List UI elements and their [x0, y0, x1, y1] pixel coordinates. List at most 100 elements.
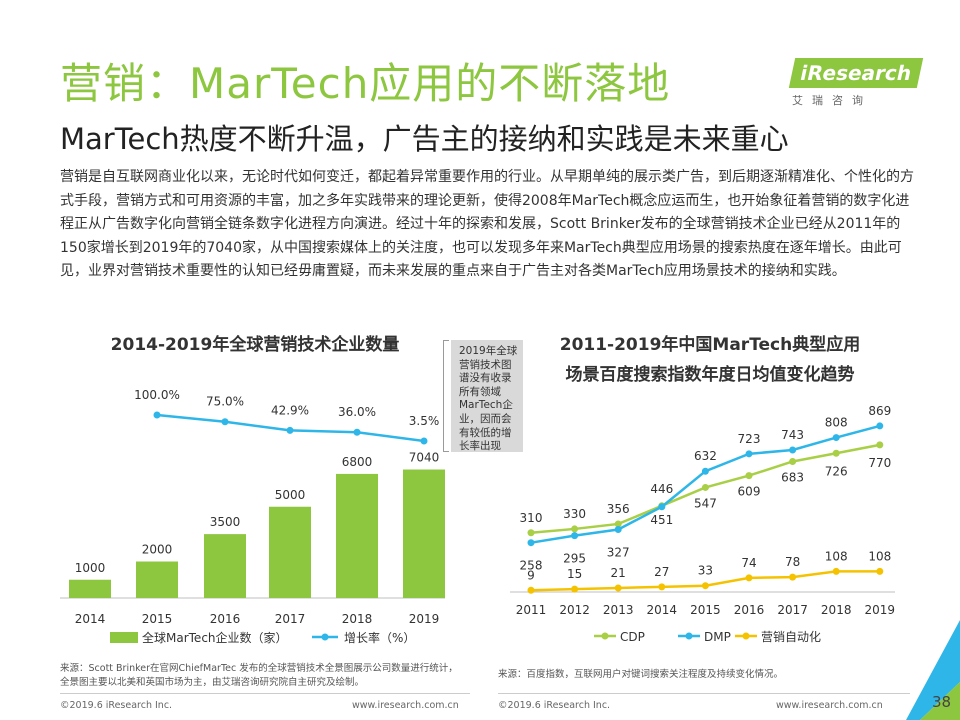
note-bracket	[443, 340, 449, 452]
footer-divider-left	[60, 693, 470, 694]
chart2-point	[527, 586, 535, 594]
chart2-data-label: 295	[563, 552, 586, 566]
chart2-data-label: 770	[868, 456, 891, 470]
chart2-data-label: 808	[825, 416, 848, 430]
chart1-growth-point	[420, 437, 428, 445]
chart2-point	[614, 520, 622, 528]
chart2-x-tick: 2011	[516, 603, 547, 617]
chart2-data-label: 356	[607, 502, 630, 516]
chart2-point	[701, 467, 709, 475]
chart2-point	[876, 422, 884, 430]
footer-copyright-right: ©2019.6 iResearch Inc.	[498, 700, 611, 711]
chart2-point	[745, 574, 753, 582]
chart1-bar	[204, 534, 246, 598]
chart2-data-label: 78	[785, 555, 800, 569]
chart1-growth-point	[353, 428, 361, 436]
chart2-point	[571, 525, 579, 533]
chart2-point	[876, 441, 884, 449]
source-right: 来源：百度指数，互联网用户对键词搜索关注程度及持续变化情况。	[498, 669, 784, 680]
chart2-data-label: 451	[650, 513, 673, 527]
chart2-data-label: 726	[825, 464, 848, 478]
chart2-data-label: 446	[650, 482, 673, 496]
chart1-legend-line-label: 增长率（%）	[344, 630, 415, 645]
chart1-note: 2019年全球营销技术图谱没有收录所有领域MarTech企业，因而会有较低的增长…	[451, 340, 523, 452]
chart2-data-label: 27	[654, 565, 669, 579]
chart2-point	[527, 529, 535, 537]
chart2-x-tick: 2012	[559, 603, 590, 617]
chart2-data-label: 74	[741, 556, 756, 570]
chart2-point	[658, 503, 666, 511]
chart2-data-label: 108	[825, 549, 848, 563]
chart1-bar-label: 2000	[142, 543, 173, 557]
chart2-legend-label: DMP	[704, 630, 731, 644]
chart2-title-line1: 2011-2019年中国MarTech典型应用	[559, 335, 861, 355]
chart2-data-label: 310	[520, 511, 543, 525]
chart2-point	[832, 434, 840, 442]
page-title: 营销：MarTech应用的不断落地	[60, 59, 671, 108]
chart2-x-tick: 2017	[777, 603, 808, 617]
chart2-point	[658, 583, 666, 591]
chart2-x-tick: 2016	[734, 603, 765, 617]
chart2-point	[745, 450, 753, 458]
chart1-bar-label: 3500	[210, 515, 241, 529]
chart1-growth-label: 36.0%	[338, 405, 376, 419]
source-left: 来源：Scott Brinker在官网ChiefMarTec 发布的全球营销技术…	[60, 663, 458, 688]
chart1-bar-label: 5000	[275, 488, 306, 502]
page-subtitle: MarTech热度不断升温，广告主的接纳和实践是未来重心	[60, 122, 789, 156]
chart2-data-label: 609	[738, 485, 761, 499]
chart2-point	[701, 483, 709, 491]
chart2-legend-marker	[601, 632, 609, 640]
footer-site-right: www.iresearch.com.cn	[776, 700, 883, 711]
chart1-x-tick: 2018	[342, 612, 373, 626]
chart1-bar	[336, 473, 378, 598]
chart2-data-label: 9	[527, 568, 535, 582]
chart1-bar-label: 7040	[409, 451, 440, 465]
chart1-legend-bar-swatch	[110, 632, 138, 643]
chart2-point	[701, 582, 709, 590]
chart2-data-label: 723	[738, 432, 761, 446]
chart2-data-label: 632	[694, 449, 717, 463]
chart1-bar-label: 1000	[75, 561, 106, 575]
chart2-data-label: 330	[563, 507, 586, 521]
chart1-x-tick: 2016	[210, 612, 241, 626]
chart1-growth-label: 3.5%	[409, 414, 440, 428]
chart1-x-tick: 2015	[142, 612, 173, 626]
chart2-point	[527, 539, 535, 547]
page-number: 38	[932, 693, 952, 711]
corner-shape-blue	[906, 620, 960, 720]
chart1-x-tick: 2017	[275, 612, 306, 626]
chart2-point	[614, 526, 622, 534]
chart1-growth-label: 75.0%	[206, 395, 244, 409]
chart2-point	[789, 446, 797, 454]
chart2-point	[571, 585, 579, 593]
chart2-title-line2: 场景百度搜索指数年度日均值变化趋势	[565, 365, 855, 385]
chart1-bar	[403, 469, 445, 598]
chart1-growth-point	[153, 411, 161, 419]
chart1-growth-label: 42.9%	[271, 403, 309, 417]
chart2-x-tick: 2014	[647, 603, 678, 617]
chart2-point	[832, 567, 840, 575]
footer-site-left: www.iresearch.com.cn	[352, 700, 459, 711]
footer-copyright-left: ©2019.6 iResearch Inc.	[60, 700, 173, 711]
chart1-bar	[69, 579, 111, 598]
chart1-bar	[269, 506, 311, 598]
chart2-data-label: 21	[611, 566, 626, 580]
chart2-data-label: 743	[781, 428, 804, 442]
chart2-data-label: 327	[607, 546, 630, 560]
iresearch-logo: iResearch 艾瑞咨询	[788, 58, 934, 108]
chart2-x-tick: 2015	[690, 603, 721, 617]
chart1-bar	[136, 561, 178, 598]
chart2-data-label: 258	[520, 559, 543, 573]
logo-subtext: 艾瑞咨询	[792, 94, 872, 107]
chart2-data-label: 15	[567, 567, 582, 581]
chart2-legend-marker	[742, 632, 750, 640]
footer-divider-right	[498, 693, 910, 694]
chart1-x-tick: 2014	[75, 612, 106, 626]
chart2-data-label: 33	[698, 564, 713, 578]
intro-paragraph: 营销是自互联网商业化以来，无论时代如何变迁，都起着异常重要作用的行业。从早期单纯…	[60, 169, 914, 279]
chart2-point	[614, 584, 622, 592]
chart1-growth-point	[221, 418, 229, 426]
chart2-point	[745, 472, 753, 480]
